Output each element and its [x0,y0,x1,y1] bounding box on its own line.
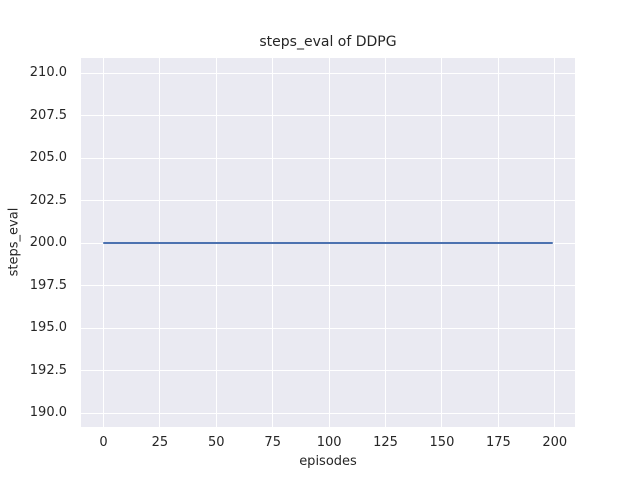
h-gridline [81,115,575,117]
y-tick-label: 207.5 [29,107,67,123]
chart-title: steps_eval of DDPG [259,34,397,50]
x-tick-label: 25 [151,435,169,450]
h-gridline [81,72,575,74]
h-gridline [81,412,575,414]
y-tick-label: 210.0 [29,65,67,81]
v-gridline [554,58,556,427]
x-tick-label: 50 [208,435,225,450]
y-tick-label: 190.0 [29,405,67,421]
series-line-ddpg [103,242,553,245]
h-gridline [81,327,575,329]
x-tick-label: 100 [316,435,342,450]
x-tick-label: 175 [485,435,511,450]
x-axis-label: episodes [299,454,357,469]
y-tick-label: 197.5 [29,277,67,293]
y-tick-label: 205.0 [29,150,67,166]
x-tick-label: 75 [264,435,281,450]
y-tick-label: 195.0 [29,320,67,336]
y-tick-label: 200.0 [29,235,67,251]
x-tick-label: 150 [429,435,455,450]
h-gridline [81,200,575,202]
x-tick-label: 200 [542,435,568,450]
x-tick-label: 125 [373,435,398,450]
h-gridline [81,285,575,287]
h-gridline [81,157,575,159]
plot-area [81,58,575,427]
x-tick-label: 0 [99,435,108,450]
y-tick-label: 192.5 [29,362,67,378]
y-tick-label: 202.5 [29,192,67,208]
h-gridline [81,370,575,372]
